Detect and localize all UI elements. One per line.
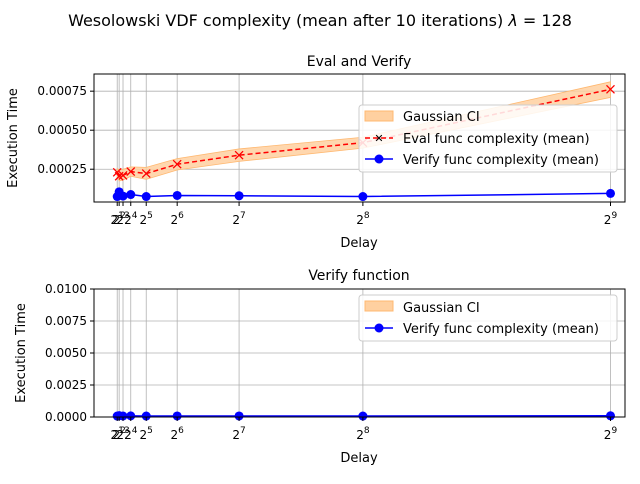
verify-point — [173, 191, 182, 200]
chart-title: Eval and Verify — [307, 54, 412, 70]
verify-point — [119, 192, 128, 201]
x-tick-label: 26 — [170, 211, 184, 227]
series-layer — [113, 411, 615, 420]
x-tick-label: 25 — [140, 426, 153, 442]
x-tick-label: 28 — [356, 211, 370, 227]
y-tick-label: 0.00050 — [37, 123, 87, 137]
x-tick-label: 28 — [356, 426, 370, 442]
y-tick-label: 0.0100 — [45, 282, 87, 296]
legend-ci-swatch — [365, 301, 393, 311]
figure-title: Wesolowski VDF complexity (mean after 10… — [68, 11, 572, 30]
y-axis-ticks: 0.0000 0.0025 0.0050 0.0075 0.0100 — [45, 282, 94, 424]
legend: Gaussian CI ✕ Eval func complexity (mean… — [359, 105, 617, 172]
x-tick-label: 27 — [232, 211, 245, 227]
legend: Gaussian CI Verify func complexity (mean… — [359, 295, 617, 341]
x-axis-label: Delay — [340, 451, 378, 466]
y-tick-label: 0.00075 — [37, 84, 87, 98]
x-tick-label: 29 — [604, 426, 618, 442]
legend-verify-label: Verify func complexity (mean) — [403, 153, 599, 168]
y-axis-label: Execution Time — [14, 303, 29, 403]
x-tick-label: 27 — [232, 426, 245, 442]
y-tick-label: 0.0000 — [45, 410, 87, 424]
y-tick-label: 0.0075 — [45, 314, 87, 328]
x-tick-label: 26 — [170, 426, 184, 442]
verify-point — [606, 189, 615, 198]
x-tick-label: 29 — [604, 211, 618, 227]
legend-ci-label: Gaussian CI — [403, 110, 480, 125]
verify-point — [235, 191, 244, 200]
verify-point — [358, 192, 367, 201]
legend-verify-marker — [375, 155, 384, 164]
legend-eval-label: Eval func complexity (mean) — [403, 132, 590, 147]
y-axis-ticks: 0.00025 0.00050 0.00075 — [37, 84, 94, 176]
y-tick-label: 0.00025 — [37, 162, 87, 176]
chart-title: Verify function — [308, 268, 409, 284]
x-tick-label: 24 — [124, 426, 138, 442]
legend-ci-swatch — [365, 111, 393, 121]
legend-verify-marker — [375, 324, 384, 333]
y-tick-label: 0.0025 — [45, 378, 87, 392]
y-axis-label: Execution Time — [6, 88, 21, 188]
x-tick-label: 24 — [124, 211, 138, 227]
legend-ci-label: Gaussian CI — [403, 301, 480, 316]
y-tick-label: 0.0050 — [45, 346, 87, 360]
legend-eval-marker: ✕ — [374, 132, 383, 145]
legend-verify-label: Verify func complexity (mean) — [403, 322, 599, 337]
verify-point — [126, 190, 135, 199]
x-tick-label: 25 — [140, 211, 153, 227]
x-axis-label: Delay — [340, 236, 378, 251]
verify-point — [142, 192, 151, 201]
